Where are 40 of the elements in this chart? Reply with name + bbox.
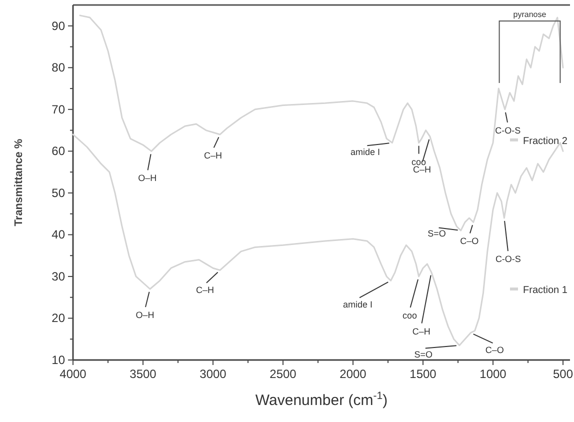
annotation: coo (402, 310, 418, 320)
y-axis-title: Transmittance % (13, 138, 25, 226)
annotation: O–H (138, 173, 157, 184)
annotation: C–H (196, 285, 214, 296)
annotation: amide I (350, 146, 380, 157)
x-tick-label: 3000 (200, 367, 227, 381)
x-tick-label: 4000 (60, 367, 87, 381)
y-tick-label: 90 (52, 18, 66, 33)
annotation: S=O (428, 228, 446, 239)
y-tick-label: 80 (52, 60, 66, 75)
y-tick-label: 40 (52, 228, 66, 242)
y-tick-label: 50 (52, 186, 66, 200)
annotation: C–H (412, 164, 432, 175)
annotation: pyranose (513, 10, 547, 19)
annotation: C–O (485, 344, 504, 355)
line-series (72, 134, 564, 346)
annotation: C-O-S (495, 125, 521, 136)
line-series (79, 14, 564, 232)
x-tick-label: 2000 (340, 367, 367, 381)
y-tick-label: 30 (52, 269, 66, 284)
legend-label: Fraction 1 (523, 285, 568, 296)
annotation: coo (412, 156, 426, 167)
x-tick-label: 1000 (480, 367, 507, 381)
x-tick-label: 3500 (130, 367, 157, 381)
y-tick-label: 70 (52, 102, 66, 116)
annotation: O–H (136, 310, 154, 320)
annotation: amide I (343, 300, 373, 310)
annotation: C-O-S (495, 254, 521, 264)
x-tick-label: 1500 (410, 367, 437, 381)
x-axis-title: Wavenumber (cm$^{-1}$) (255, 390, 388, 409)
y-tick-label: 10 (52, 353, 66, 367)
y-tick-label: 60 (52, 144, 66, 158)
legend-label: Fraction 2 (523, 136, 568, 147)
y-tick-label: 20 (52, 311, 66, 326)
annotation: C–H (204, 150, 222, 160)
annotation: C–O (460, 236, 479, 246)
x-tick-label: 500 (552, 367, 574, 381)
x-tick-label: 2500 (270, 367, 297, 381)
annotation: S=O (414, 349, 433, 360)
annotation: C–H (412, 326, 430, 336)
